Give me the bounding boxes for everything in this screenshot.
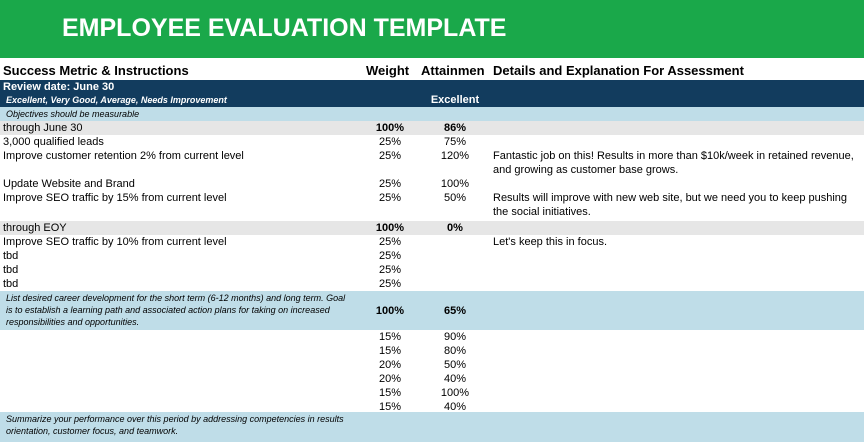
metric: Improve SEO traffic by 15% from current … bbox=[3, 192, 227, 204]
details: Let's keep this in focus. bbox=[493, 236, 607, 248]
attainment: 86% bbox=[443, 122, 467, 134]
rating-scale: Excellent, Very Good, Average, Needs Imp… bbox=[6, 95, 227, 105]
attainment: 100% bbox=[440, 178, 470, 190]
column-header: Success Metric & Instructions bbox=[3, 63, 189, 78]
weight: 25% bbox=[378, 236, 402, 248]
table-row: Update Website and Brand 25% 100% bbox=[0, 177, 864, 192]
weight: 100% bbox=[375, 304, 405, 317]
table-row: Improve customer retention 2% from curre… bbox=[0, 149, 864, 178]
metric: Improve customer retention 2% from curre… bbox=[3, 150, 244, 162]
table-row: 15% 100% bbox=[0, 386, 864, 401]
table-row: through June 30 100% 86% bbox=[0, 121, 864, 136]
table-row: 20% 40% bbox=[0, 372, 864, 387]
attainment: 0% bbox=[447, 222, 463, 234]
metric: tbd bbox=[3, 278, 19, 290]
details: Results will improve with new web site, … bbox=[493, 192, 848, 218]
attainment: 90% bbox=[443, 331, 467, 343]
column-header: Weight bbox=[366, 63, 410, 78]
table-row: Improve SEO traffic by 10% from current … bbox=[0, 235, 864, 250]
attainment: 40% bbox=[443, 373, 467, 385]
rating: Excellent bbox=[430, 94, 480, 106]
metric: tbd bbox=[3, 264, 19, 276]
attainment: 50% bbox=[443, 192, 467, 204]
weight: 15% bbox=[378, 331, 402, 343]
table-row: Summarize your performance over this per… bbox=[0, 412, 864, 442]
table-row: through EOY 100% 0% bbox=[0, 221, 864, 236]
metric: Update Website and Brand bbox=[3, 178, 135, 190]
weight: 20% bbox=[378, 359, 402, 371]
table-row: tbd 25% bbox=[0, 249, 864, 264]
attainment: 80% bbox=[443, 345, 467, 357]
weight: 25% bbox=[378, 264, 402, 276]
details: Fantastic job on this! Results in more t… bbox=[493, 150, 854, 176]
metric: Summarize your performance over this per… bbox=[6, 414, 344, 436]
review-date: Review date: June 30 bbox=[3, 81, 115, 93]
attainment: 100% bbox=[440, 387, 470, 399]
metric: 3,000 qualified leads bbox=[3, 136, 104, 148]
metric: through EOY bbox=[3, 222, 67, 234]
attainment: 40% bbox=[443, 401, 467, 413]
attainment: 120% bbox=[440, 150, 470, 162]
weight: 25% bbox=[378, 278, 402, 290]
weight: 25% bbox=[378, 150, 402, 162]
objectives-note: Objectives should be measurable bbox=[6, 109, 140, 119]
weight: 25% bbox=[378, 178, 402, 190]
title: EMPLOYEE EVALUATION TEMPLATE bbox=[62, 14, 507, 42]
metric: Improve SEO traffic by 10% from current … bbox=[3, 236, 227, 248]
column-header-row: Success Metric & Instructions Weight Att… bbox=[0, 62, 864, 81]
table-row: List desired career development for the … bbox=[0, 291, 864, 331]
weight: 15% bbox=[378, 387, 402, 399]
table-row: 15% 90% bbox=[0, 330, 864, 345]
weight: 100% bbox=[375, 122, 405, 134]
title-bar: EMPLOYEE EVALUATION TEMPLATE bbox=[0, 0, 864, 60]
attainment: 50% bbox=[443, 359, 467, 371]
weight: 25% bbox=[378, 136, 402, 148]
weight: 100% bbox=[375, 222, 405, 234]
review-row: Review date: June 30 Excellent, Very Goo… bbox=[0, 80, 864, 108]
weight: 20% bbox=[378, 373, 402, 385]
table-row: 20% 50% bbox=[0, 358, 864, 373]
table-row: Improve SEO traffic by 15% from current … bbox=[0, 191, 864, 222]
table-row: 15% 80% bbox=[0, 344, 864, 359]
weight: 25% bbox=[378, 192, 402, 204]
column-header: Details and Explanation For Assessment bbox=[493, 63, 744, 78]
metric: tbd bbox=[3, 250, 19, 262]
table-row: tbd 25% bbox=[0, 277, 864, 292]
column-header: Attainmen bbox=[421, 64, 485, 78]
table-row: tbd 25% bbox=[0, 263, 864, 278]
weight: 15% bbox=[378, 345, 402, 357]
metric: List desired career development for the … bbox=[6, 293, 346, 327]
metric: through June 30 bbox=[3, 122, 83, 134]
weight: 25% bbox=[378, 250, 402, 262]
weight: 15% bbox=[378, 401, 402, 413]
note-row: Objectives should be measurable bbox=[0, 107, 864, 122]
table-row: 3,000 qualified leads 25% 75% bbox=[0, 135, 864, 150]
attainment: 65% bbox=[443, 304, 467, 317]
attainment: 75% bbox=[443, 136, 467, 148]
